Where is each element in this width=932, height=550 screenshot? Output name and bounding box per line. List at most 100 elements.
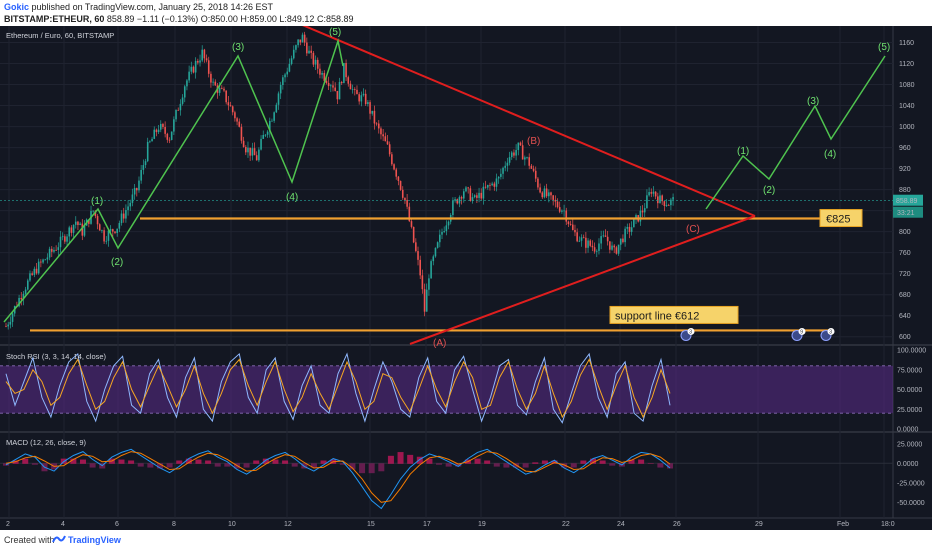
candle-body xyxy=(72,224,75,233)
candle-body xyxy=(530,165,533,169)
macd-histogram-bar xyxy=(339,463,346,465)
candle-body xyxy=(569,224,572,225)
macd-histogram-bar xyxy=(253,460,260,464)
candle-body xyxy=(384,136,387,142)
macd-histogram-bar xyxy=(387,455,394,464)
candle-body xyxy=(308,50,310,54)
wave-label: (1) xyxy=(737,146,749,157)
macd-histogram-bar xyxy=(128,460,135,464)
candle-body xyxy=(96,216,99,225)
candle-body xyxy=(657,196,659,204)
macd-histogram-bar xyxy=(667,463,673,469)
candle-body xyxy=(173,119,175,132)
candle-body xyxy=(526,157,528,159)
candle-body xyxy=(558,207,561,212)
candle-body xyxy=(116,228,118,233)
candle-body xyxy=(218,87,221,93)
chart-canvas[interactable]: €825 support line €612 (1) (2) (3) (4) (5) (1) (… xyxy=(0,26,932,530)
stoch-tick-label: 75.0000 xyxy=(897,367,922,374)
candle-body xyxy=(521,145,524,160)
publisher-name[interactable]: Gokic xyxy=(4,2,30,12)
wave-label: (2) xyxy=(763,185,775,196)
candle-body xyxy=(59,236,62,248)
stoch-tick-label: 25.0000 xyxy=(897,407,922,414)
macd-line xyxy=(5,448,671,510)
macd-histogram-bar xyxy=(455,463,462,467)
candle-body xyxy=(587,240,589,248)
candle-body xyxy=(142,165,145,170)
candle-body xyxy=(159,123,162,130)
candle-body xyxy=(497,176,500,179)
time-tick-label: 4 xyxy=(61,521,65,528)
candle-body xyxy=(434,247,437,257)
candle-body xyxy=(406,200,408,207)
candle-body xyxy=(338,82,341,100)
macd-histogram-bar xyxy=(484,460,491,464)
candle-body xyxy=(151,138,153,142)
candle-body xyxy=(399,180,402,190)
candle-body xyxy=(35,268,38,274)
candle-body xyxy=(203,49,206,59)
candle-body xyxy=(327,82,330,87)
candle-body xyxy=(64,236,66,242)
candle-body xyxy=(641,210,644,213)
event-count: 3 xyxy=(689,330,692,336)
candle-body xyxy=(205,58,208,61)
drawings[interactable]: €825 support line €612 (1) (2) (3) (4) (5) (1) (… xyxy=(0,26,893,349)
candle-body xyxy=(301,34,304,43)
candle-body xyxy=(212,81,214,83)
tradingview-brand[interactable]: TradingView xyxy=(68,535,121,545)
macd-histogram-bar xyxy=(89,463,96,468)
wave-label: (5) xyxy=(878,42,890,53)
candle-body xyxy=(513,152,515,156)
price-change: −1.11 (−0.13%) xyxy=(136,14,199,24)
candle-body xyxy=(136,188,138,191)
candle-body xyxy=(580,237,583,241)
candle-body xyxy=(183,86,186,98)
grid xyxy=(0,26,893,518)
macd-histogram-bar xyxy=(147,463,154,468)
candle-body xyxy=(22,293,25,300)
candle-body xyxy=(234,112,236,119)
candle-body xyxy=(619,238,622,245)
main-pane-title: Ethereum / Euro, 60, BITSTAMP xyxy=(6,31,114,40)
macd-histogram-bar xyxy=(22,458,29,464)
candle-body xyxy=(360,95,363,102)
candle-body xyxy=(133,188,136,195)
time-tick-label: Feb xyxy=(837,521,849,528)
candle-body xyxy=(107,230,110,241)
candle-body xyxy=(386,141,389,145)
candle-body xyxy=(164,126,166,134)
candle-body xyxy=(613,245,616,248)
candle-body xyxy=(600,236,602,244)
candle-body xyxy=(332,85,334,88)
candle-body xyxy=(258,149,260,161)
high-value: H:859.00 xyxy=(240,14,277,24)
label-box-612 xyxy=(609,305,739,324)
candle-body xyxy=(567,221,570,225)
candle-body xyxy=(582,237,585,239)
candle-body xyxy=(98,224,101,231)
candle-body xyxy=(670,199,672,206)
candle-body xyxy=(624,228,626,243)
candle-body xyxy=(351,89,354,90)
candle-body xyxy=(508,157,511,163)
candle-body xyxy=(412,226,415,243)
candle-body xyxy=(114,231,116,233)
elliott-wave-projection xyxy=(705,55,886,210)
event-count: 3 xyxy=(829,330,832,336)
abc-label: (C) xyxy=(686,224,700,235)
candle-body xyxy=(292,49,295,59)
candle-body xyxy=(615,247,618,254)
event-badge-icon xyxy=(798,327,806,335)
candle-body xyxy=(432,256,435,262)
price-tick-label: 880 xyxy=(899,187,911,194)
candle-body xyxy=(262,134,265,139)
chart-area[interactable]: €825 support line €612 (1) (2) (3) (4) (5) (1) (… xyxy=(0,26,932,530)
last-price-label: 858.89 xyxy=(896,198,918,205)
candle-body xyxy=(334,87,336,91)
candle-body xyxy=(61,236,64,238)
time-tick-label: 26 xyxy=(673,521,681,528)
time-tick-label: 6 xyxy=(115,521,119,528)
candle-body xyxy=(273,112,275,121)
